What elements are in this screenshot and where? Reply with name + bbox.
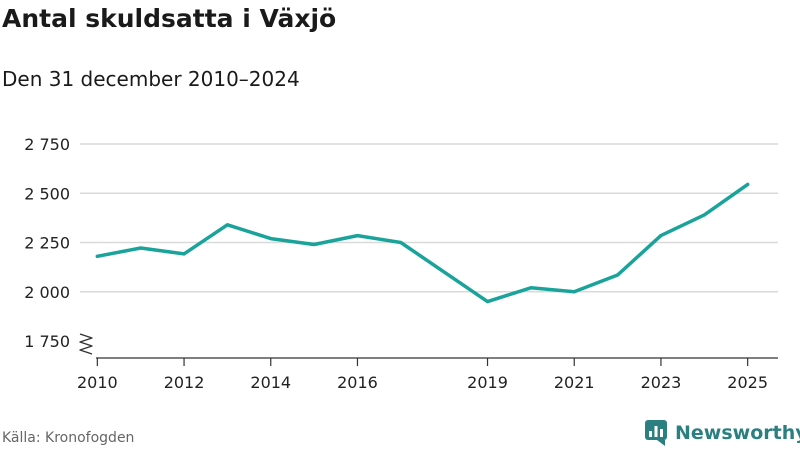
- x-tick-label-2025: 2025: [727, 373, 768, 392]
- chart-subtitle: Den 31 december 2010–2024: [2, 67, 300, 91]
- series-line: [95, 182, 750, 304]
- x-tick-label-2021: 2021: [554, 373, 595, 392]
- y-tick-label-2500: 2 500: [24, 184, 70, 203]
- y-tick-label-1750: 1 750: [24, 332, 70, 351]
- y-tick-label-2000: 2 000: [24, 283, 70, 302]
- x-tick-label-2023: 2023: [641, 373, 682, 392]
- chart-title: Antal skuldsatta i Växjö: [2, 4, 337, 33]
- brand: Newsworthy: [645, 420, 800, 446]
- x-tick-label-2012: 2012: [164, 373, 205, 392]
- brand-name: Newsworthy: [675, 422, 800, 444]
- x-tick-label-2010: 2010: [77, 373, 118, 392]
- line-chart: 1 750 2 000 2 250 2 500 2 750 2010 2012 2014 201…: [24, 135, 778, 392]
- x-tick-label-2019: 2019: [467, 373, 508, 392]
- x-tick-label-2014: 2014: [250, 373, 291, 392]
- source-note: Källa: Kronofogden: [2, 430, 135, 446]
- x-tick-label-2016: 2016: [337, 373, 378, 392]
- newsworthy-logo-icon: [645, 420, 667, 446]
- y-tick-label-2250: 2 250: [24, 234, 70, 253]
- y-tick-label-2750: 2 750: [24, 135, 70, 154]
- axis-break-icon: [79, 333, 93, 355]
